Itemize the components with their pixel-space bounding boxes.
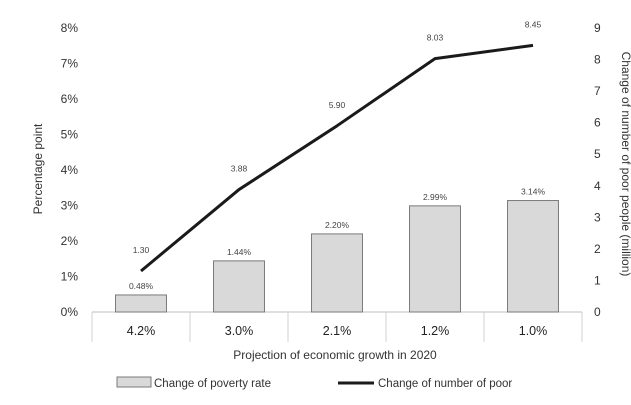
y-right-tick-label: 7 <box>594 84 601 98</box>
bar-data-label: 1.44% <box>227 247 252 257</box>
bar <box>214 261 265 312</box>
bar <box>116 295 167 312</box>
legend-label: Change of number of poor <box>378 378 512 390</box>
x-tick-label: 1.0% <box>519 324 548 338</box>
y-left-tick-label: 7% <box>61 57 79 71</box>
line-data-label: 1.30 <box>133 245 150 255</box>
line-data-label: 8.45 <box>525 19 542 29</box>
bar-data-label: 3.14% <box>521 187 546 197</box>
legend-label: Change of poverty rate <box>154 378 271 390</box>
bar-data-label: 2.99% <box>423 192 448 202</box>
y-right-axis-title: Change of number of poor people (million… <box>619 52 631 277</box>
y-left-tick-label: 4% <box>61 163 79 177</box>
y-right-tick-label: 9 <box>594 21 601 35</box>
y-right-tick-label: 5 <box>594 147 601 161</box>
y-right-tick-label: 0 <box>594 305 601 319</box>
y-right-tick-label: 2 <box>594 242 601 256</box>
y-right-tick-label: 6 <box>594 116 601 130</box>
bar <box>508 201 559 312</box>
legend-swatch-bar <box>117 377 151 387</box>
line-data-label: 5.90 <box>329 100 346 110</box>
y-right-tick-label: 1 <box>594 273 601 287</box>
bar <box>312 234 363 312</box>
y-left-tick-label: 5% <box>61 128 79 142</box>
x-axis-title: Projection of economic growth in 2020 <box>233 348 437 362</box>
x-tick-label: 2.1% <box>323 324 352 338</box>
bar <box>410 206 461 312</box>
y-left-tick-label: 1% <box>61 270 79 284</box>
y-left-tick-label: 2% <box>61 234 79 248</box>
bar-data-label: 2.20% <box>325 220 350 230</box>
y-left-tick-label: 8% <box>61 21 79 35</box>
x-tick-label: 4.2% <box>127 324 156 338</box>
line-data-label: 8.03 <box>427 33 444 43</box>
y-left-tick-label: 0% <box>61 305 79 319</box>
y-right-tick-label: 8 <box>594 53 601 67</box>
y-left-axis-title: Percentage point <box>31 123 45 214</box>
y-left-tick-label: 6% <box>61 92 79 106</box>
y-left-tick-label: 3% <box>61 199 79 213</box>
line-data-label: 3.88 <box>231 164 248 174</box>
bar-data-label: 0.48% <box>129 281 154 291</box>
y-right-tick-label: 4 <box>594 179 601 193</box>
x-tick-label: 3.0% <box>225 324 254 338</box>
y-right-tick-label: 3 <box>594 210 601 224</box>
x-tick-label: 1.2% <box>421 324 450 338</box>
